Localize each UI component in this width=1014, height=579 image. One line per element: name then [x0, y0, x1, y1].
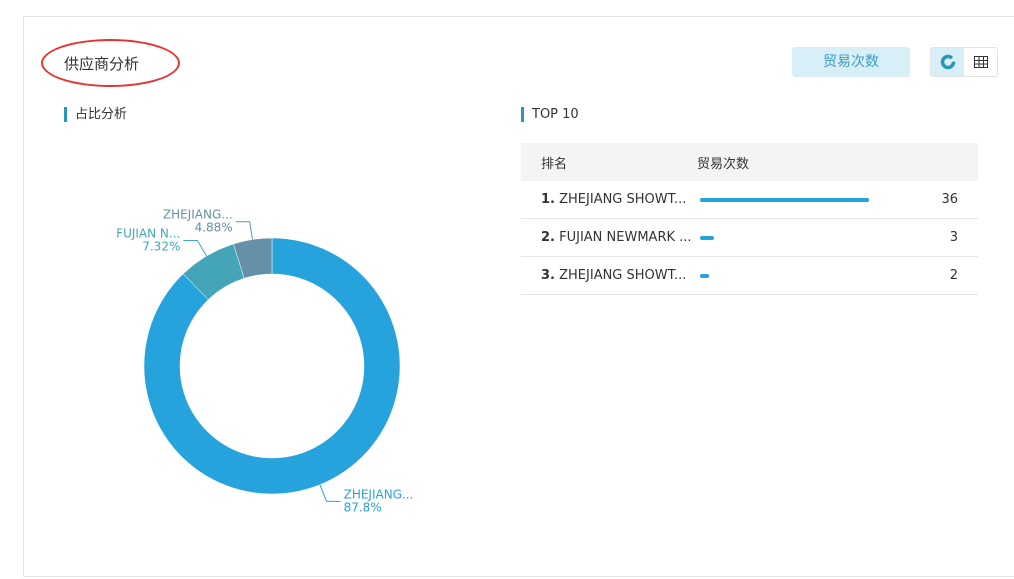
slice-percent: 7.32%: [142, 240, 180, 254]
rank: 3.: [541, 268, 555, 283]
supplier-name: ZHEJIANG SHOWT...: [559, 268, 687, 283]
table-row[interactable]: 3. ZHEJIANG SHOWT... 2: [521, 256, 978, 295]
slice-label-line: [183, 240, 207, 257]
bar-cell: [696, 181, 931, 219]
count-bar: [700, 197, 869, 202]
top10-subtitle: TOP 10: [521, 107, 579, 122]
view-toggle: [930, 47, 998, 77]
count: 2: [931, 256, 978, 295]
table-view-button[interactable]: [964, 48, 997, 76]
supplier-name: FUJIAN NEWMARK ...: [559, 230, 692, 245]
donut-view-button[interactable]: [931, 48, 964, 76]
count-bar: [700, 273, 710, 278]
top10-table: 排名 贸易次数 1. ZHEJIANG SHOWT... 36 2. FUJIAN…: [521, 143, 978, 295]
column-rank: 排名: [521, 143, 696, 181]
share-analysis-subtitle: 占比分析: [64, 107, 127, 122]
table-row[interactable]: 1. ZHEJIANG SHOWT... 36: [521, 181, 978, 219]
bar-cell: [696, 256, 931, 295]
slice-percent: 4.88%: [195, 221, 233, 235]
slice-label-line: [235, 221, 253, 240]
table-row[interactable]: 2. FUJIAN NEWMARK ... 3: [521, 218, 978, 257]
page-title: 供应商分析: [64, 55, 140, 73]
supplier-name-cell: 2. FUJIAN NEWMARK ...: [521, 218, 696, 257]
donut-slice[interactable]: [233, 237, 273, 279]
rank: 2.: [541, 230, 555, 245]
supplier-name-cell: 3. ZHEJIANG SHOWT...: [521, 256, 696, 295]
supplier-analysis-panel: [23, 16, 1014, 577]
supplier-name-cell: 1. ZHEJIANG SHOWT...: [521, 181, 696, 219]
supplier-name: ZHEJIANG SHOWT...: [559, 192, 687, 207]
table-icon: [973, 56, 988, 68]
count: 36: [931, 181, 978, 219]
donut-chart: ZHEJIANG...87.8%FUJIAN N...7.32%ZHEJIANG…: [116, 208, 414, 515]
slice-label: ZHEJIANG...: [163, 208, 233, 222]
count-bar: [700, 235, 715, 240]
rank: 1.: [541, 192, 555, 207]
count: 3: [931, 218, 978, 257]
donut-chart-icon: [940, 54, 955, 70]
donut-slice[interactable]: [143, 237, 401, 495]
table-header: 排名 贸易次数: [521, 143, 978, 181]
column-count: 贸易次数: [696, 143, 978, 181]
bar-cell: [696, 218, 931, 257]
metric-select-button[interactable]: 贸易次数: [792, 47, 910, 77]
slice-percent: 87.8%: [344, 500, 382, 514]
slice-label: ZHEJIANG...: [344, 487, 414, 501]
highlight-annotation: [41, 39, 180, 87]
slice-label-line: [319, 484, 341, 502]
slice-label: FUJIAN N...: [116, 227, 180, 241]
